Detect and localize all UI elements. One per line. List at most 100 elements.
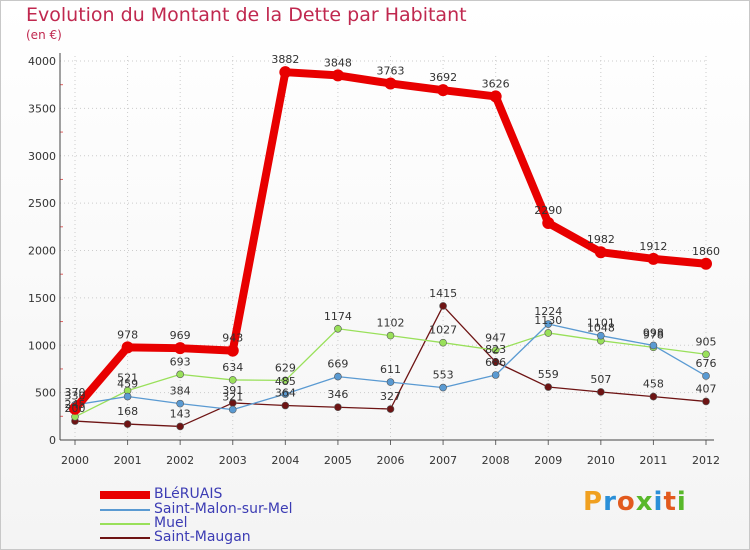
x-tick-label: 2012 — [692, 454, 720, 467]
data-label-bl-ruais: 943 — [222, 332, 243, 345]
data-label-saint-maugan: 1415 — [429, 287, 457, 300]
data-label-muel: 693 — [170, 355, 191, 368]
data-label-muel: 1130 — [534, 314, 562, 327]
x-tick-label: 2007 — [429, 454, 457, 467]
data-point-muel — [281, 376, 290, 385]
data-point-muel — [386, 331, 395, 340]
data-label-bl-ruais: 330 — [65, 390, 86, 403]
y-tick-label: 3000 — [28, 150, 56, 163]
data-point-saint-malon-sur-mel — [281, 390, 290, 398]
data-label-bl-ruais: 1860 — [692, 245, 720, 258]
data-point-bl-ruais — [384, 77, 397, 90]
data-point-saint-maugan — [281, 401, 290, 410]
y-tick-label: 3500 — [28, 102, 56, 115]
data-point-bl-ruais — [174, 342, 187, 355]
logo-letter: t — [663, 487, 677, 517]
data-point-muel — [439, 338, 447, 347]
data-point-bl-ruais — [331, 69, 344, 82]
data-label-bl-ruais: 3626 — [482, 77, 510, 90]
data-label-saint-maugan: 327 — [380, 390, 401, 403]
chart-title: Evolution du Montant de la Dette par Hab… — [26, 4, 467, 26]
data-point-saint-maugan — [386, 405, 395, 413]
logo-letter: o — [616, 487, 636, 517]
data-point-saint-malon-sur-mel — [649, 341, 658, 350]
data-label-saint-malon-sur-mel: 384 — [170, 385, 191, 398]
data-point-muel — [702, 350, 710, 359]
data-label-saint-malon-sur-mel: 1101 — [587, 317, 615, 330]
data-point-bl-ruais — [69, 402, 81, 415]
data-label-bl-ruais: 2290 — [534, 204, 562, 217]
data-label-muel: 245 — [65, 398, 86, 411]
data-label-saint-malon-sur-mel: 1224 — [534, 305, 562, 318]
x-tick-label: 2002 — [166, 454, 194, 467]
y-tick-label: 2000 — [28, 245, 56, 258]
data-point-muel — [228, 376, 237, 384]
data-label-saint-malon-sur-mel: 676 — [696, 357, 717, 370]
data-label-bl-ruais: 978 — [117, 328, 138, 341]
data-point-saint-malon-sur-mel — [123, 392, 132, 401]
proxiti-logo: Proxiti — [583, 487, 687, 517]
legend-item-bleruais: BLéRUAIS — [100, 486, 400, 502]
data-label-bl-ruais: 1912 — [639, 240, 667, 253]
data-label-muel: 1027 — [429, 324, 457, 337]
data-point-saint-maugan — [544, 383, 553, 391]
data-point-bl-ruais — [700, 257, 712, 270]
data-label-muel: 905 — [696, 335, 717, 348]
x-tick-label: 2001 — [114, 454, 142, 467]
data-point-bl-ruais — [437, 84, 450, 97]
legend-swatch-muel — [100, 523, 150, 525]
x-tick-label: 2004 — [271, 454, 299, 467]
data-label-bl-ruais: 3763 — [377, 64, 405, 77]
data-label-bl-ruais: 969 — [170, 329, 191, 342]
logo-letter: x — [635, 487, 654, 517]
data-label-saint-maugan: 823 — [485, 343, 506, 356]
data-label-saint-malon-sur-mel: 459 — [117, 378, 138, 391]
data-label-saint-maugan: 168 — [117, 405, 138, 418]
data-point-saint-malon-sur-mel — [544, 320, 553, 328]
data-point-bl-ruais — [594, 246, 607, 259]
data-label-saint-malon-sur-mel: 321 — [222, 391, 243, 404]
data-point-bl-ruais — [489, 90, 502, 103]
y-tick-label: 1500 — [28, 292, 56, 305]
y-tick-label: 2500 — [28, 197, 56, 210]
data-label-saint-malon-sur-mel: 370 — [65, 386, 86, 399]
data-point-saint-maugan — [439, 302, 447, 310]
data-label-saint-malon-sur-mel: 686 — [485, 356, 506, 369]
data-point-saint-malon-sur-mel — [334, 372, 342, 381]
data-label-muel: 947 — [485, 331, 506, 344]
data-point-saint-maugan — [491, 358, 500, 366]
legend-label-saint-maugan: Saint-Maugan — [154, 529, 251, 545]
x-tick-label: 2000 — [61, 454, 89, 467]
legend-item-muel: Muel — [100, 515, 400, 531]
data-point-saint-malon-sur-mel — [228, 405, 237, 414]
legend-label-saint-malon-sur-mel: Saint-Malon-sur-Mel — [154, 501, 293, 517]
data-label-bl-ruais: 3692 — [429, 71, 457, 84]
data-point-saint-maugan — [176, 422, 184, 431]
legend-swatch-bleruais — [100, 491, 150, 499]
data-label-saint-maugan: 507 — [590, 373, 611, 386]
unit-label: (en €) — [26, 28, 62, 42]
data-label-muel: 521 — [117, 372, 138, 385]
x-tick-label: 2006 — [377, 454, 405, 467]
data-label-muel: 629 — [275, 361, 296, 374]
data-label-muel: 1174 — [324, 310, 352, 323]
y-tick-label: 0 — [49, 434, 56, 447]
x-tick-label: 2008 — [482, 454, 510, 467]
data-label-muel: 1048 — [587, 322, 615, 335]
data-label-saint-malon-sur-mel: 485 — [275, 375, 296, 388]
x-tick-label: 2010 — [587, 454, 615, 467]
legend-swatch-saint-malon-sur-mel — [100, 509, 150, 511]
data-label-bl-ruais: 1982 — [587, 233, 615, 246]
data-point-bl-ruais — [279, 66, 292, 79]
data-point-saint-malon-sur-mel — [386, 378, 395, 386]
data-label-saint-maugan: 143 — [170, 407, 191, 420]
y-tick-label: 500 — [35, 387, 56, 400]
y-tick-label: 1000 — [28, 339, 56, 352]
data-point-bl-ruais — [542, 217, 555, 230]
data-label-muel: 634 — [222, 361, 243, 374]
data-label-saint-maugan: 364 — [275, 387, 296, 400]
data-point-saint-maugan — [334, 403, 342, 412]
data-point-muel — [491, 346, 500, 355]
data-label-saint-malon-sur-mel: 669 — [327, 358, 348, 371]
legend-label-bleruais: BLéRUAIS — [154, 486, 223, 502]
